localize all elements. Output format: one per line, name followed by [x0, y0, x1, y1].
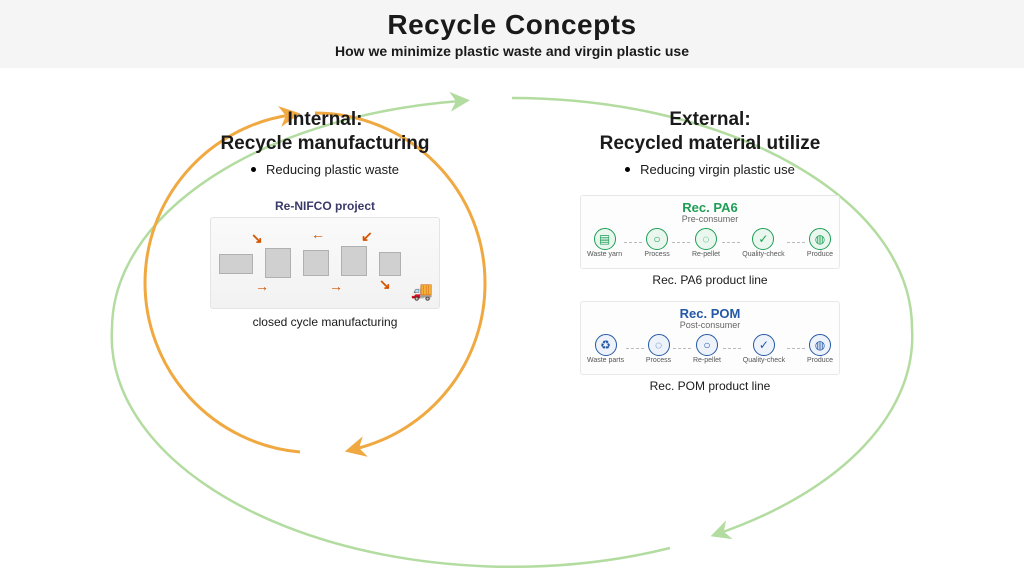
external-heading-line2: Recycled material utilize	[600, 133, 821, 154]
pa6-subtype: Pre-consumer	[682, 214, 739, 224]
pa6-box: Rec. PA6 Pre-consumer ▤Waste yarn ○Proce…	[580, 195, 840, 287]
pom-process-line: Rec. POM Post-consumer ♻Waste parts ◌Pro…	[580, 301, 840, 375]
renifco-caption: closed cycle manufacturing	[253, 315, 398, 329]
internal-column: Internal: Recycle manufacturing Reducing…	[165, 108, 485, 329]
pa6-process-line: Rec. PA6 Pre-consumer ▤Waste yarn ○Proce…	[580, 195, 840, 269]
external-column: External: Recycled material utilize Redu…	[545, 108, 875, 393]
internal-bullet: Reducing plastic waste	[251, 162, 399, 177]
external-heading: External: Recycled material utilize	[600, 108, 821, 156]
pom-caption: Rec. POM product line	[650, 379, 771, 393]
external-bullet: Reducing virgin plastic use	[625, 162, 795, 177]
header-band: Recycle Concepts How we minimize plastic…	[0, 0, 1024, 68]
pom-subtype: Post-consumer	[680, 320, 741, 330]
diagram-stage: Internal: Recycle manufacturing Reducing…	[0, 68, 1024, 576]
pa6-steps: ▤Waste yarn ○Process ◌Re-pellet ✓Quality…	[587, 228, 833, 258]
pom-box: Rec. POM Post-consumer ♻Waste parts ◌Pro…	[580, 301, 840, 393]
renifco-title: Re-NIFCO project	[275, 199, 375, 213]
renifco-box: Re-NIFCO project ↘ ← ↙ → → ↘ 🚚 closed cy…	[210, 199, 440, 329]
renifco-diagram: ↘ ← ↙ → → ↘ 🚚	[210, 217, 440, 309]
page-subtitle: How we minimize plastic waste and virgin…	[335, 43, 689, 59]
internal-heading-line2: Recycle manufacturing	[220, 133, 429, 154]
page-title: Recycle Concepts	[387, 9, 636, 41]
internal-bullet-text: Reducing plastic waste	[266, 162, 399, 177]
pom-steps: ♻Waste parts ◌Process ○Re-pellet ✓Qualit…	[587, 334, 833, 364]
external-bullet-text: Reducing virgin plastic use	[640, 162, 795, 177]
pom-title: Rec. POM	[680, 306, 741, 321]
truck-icon: 🚚	[411, 281, 433, 302]
pa6-title: Rec. PA6	[682, 200, 737, 215]
internal-heading: Internal: Recycle manufacturing	[220, 108, 429, 156]
pa6-caption: Rec. PA6 product line	[652, 273, 767, 287]
internal-heading-line1: Internal:	[288, 109, 363, 130]
external-heading-line1: External:	[669, 109, 750, 130]
